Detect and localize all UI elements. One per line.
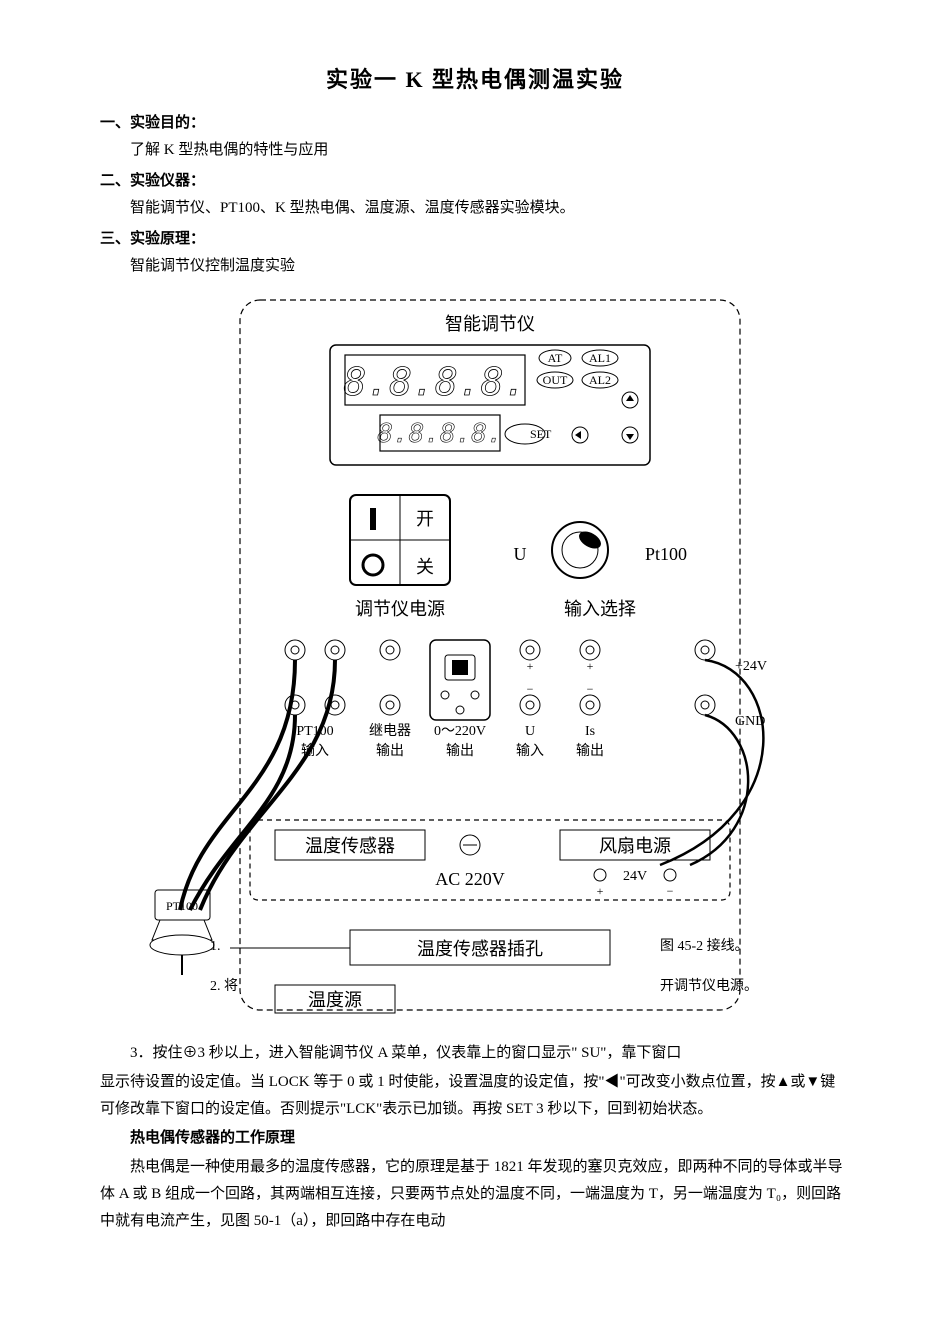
section-1-body: 了解 K 型热电偶的特性与应用	[100, 137, 850, 164]
svg-text:输入: 输入	[516, 743, 544, 759]
svg-text:8.8.8.8.: 8.8.8.8.	[377, 419, 502, 449]
step-3: 3．按住⊕3 秒以上，进入智能调节仪 A 菜单，仪表靠上的窗口显示" SU"，靠…	[100, 1040, 850, 1067]
svg-text:U: U	[525, 724, 535, 739]
panel-title: 智能调节仪	[445, 314, 535, 334]
svg-text:输入选择: 输入选择	[564, 599, 636, 619]
svg-text:温度传感器: 温度传感器	[305, 836, 395, 856]
svg-text:输出: 输出	[576, 743, 604, 759]
svg-text:AL1: AL1	[589, 351, 611, 365]
svg-text:+: +	[597, 884, 604, 898]
svg-text:+: +	[587, 659, 594, 673]
section-2-body: 智能调节仪、PT100、K 型热电偶、温度源、温度传感器实验模块。	[100, 195, 850, 222]
section-3-head: 三、实验原理：	[100, 226, 850, 253]
svg-text:温度传感器插孔: 温度传感器插孔	[417, 939, 543, 959]
svg-text:输出: 输出	[376, 743, 404, 759]
svg-text:8.8.8.8.: 8.8.8.8.	[343, 360, 526, 404]
section-3-body: 智能调节仪控制温度实验	[100, 253, 850, 280]
cont-paragraph: 显示待设置的设定值。当 LOCK 等于 0 或 1 时使能，设置温度的设定值，按…	[100, 1069, 850, 1123]
svg-text:Pt100: Pt100	[645, 544, 687, 564]
svg-text:图 45-2 接线。: 图 45-2 接线。	[660, 937, 749, 954]
svg-text:Is: Is	[585, 724, 595, 739]
svg-text:−: −	[527, 682, 534, 696]
svg-text:开调节仪电源。: 开调节仪电源。	[660, 978, 758, 994]
svg-text:温度源: 温度源	[308, 990, 362, 1010]
work-principle-body: 热电偶是一种使用最多的温度传感器，它的原理是基于 1821 年发现的塞贝克效应，…	[100, 1154, 850, 1235]
svg-text:OUT: OUT	[543, 373, 568, 387]
svg-text:AC 220V: AC 220V	[435, 869, 505, 889]
diagram: 智能调节仪 8.8.8.8. 8.8.8.8. AT AL1 OUT AL2 S…	[100, 290, 850, 1030]
section-2-head: 二、实验仪器：	[100, 168, 850, 195]
svg-text:AT: AT	[548, 351, 563, 365]
svg-text:−: −	[587, 682, 594, 696]
svg-text:AL2: AL2	[589, 373, 611, 387]
svg-text:2. 将: 2. 将	[210, 978, 238, 994]
work-principle-head: 热电偶传感器的工作原理	[100, 1125, 850, 1152]
section-1-head: 一、实验目的：	[100, 110, 850, 137]
svg-text:1.: 1.	[210, 939, 221, 954]
svg-text:开: 开	[416, 509, 434, 529]
svg-text:风扇电源: 风扇电源	[599, 836, 671, 856]
svg-text:−: −	[667, 884, 674, 898]
svg-text:+24V: +24V	[735, 659, 767, 674]
svg-text:输出: 输出	[446, 743, 474, 759]
svg-text:PT100: PT100	[166, 899, 198, 913]
svg-text:关: 关	[416, 557, 434, 577]
svg-text:继电器: 继电器	[369, 723, 411, 739]
svg-text:24V: 24V	[623, 869, 647, 884]
svg-text:调节仪电源: 调节仪电源	[355, 599, 445, 619]
doc-title: 实验一 K 型热电偶测温实验	[100, 60, 850, 100]
svg-text:0～220V: 0～220V	[434, 724, 486, 739]
svg-text:+: +	[527, 659, 534, 673]
svg-text:U: U	[514, 544, 527, 564]
svg-text:SET: SET	[530, 427, 552, 441]
